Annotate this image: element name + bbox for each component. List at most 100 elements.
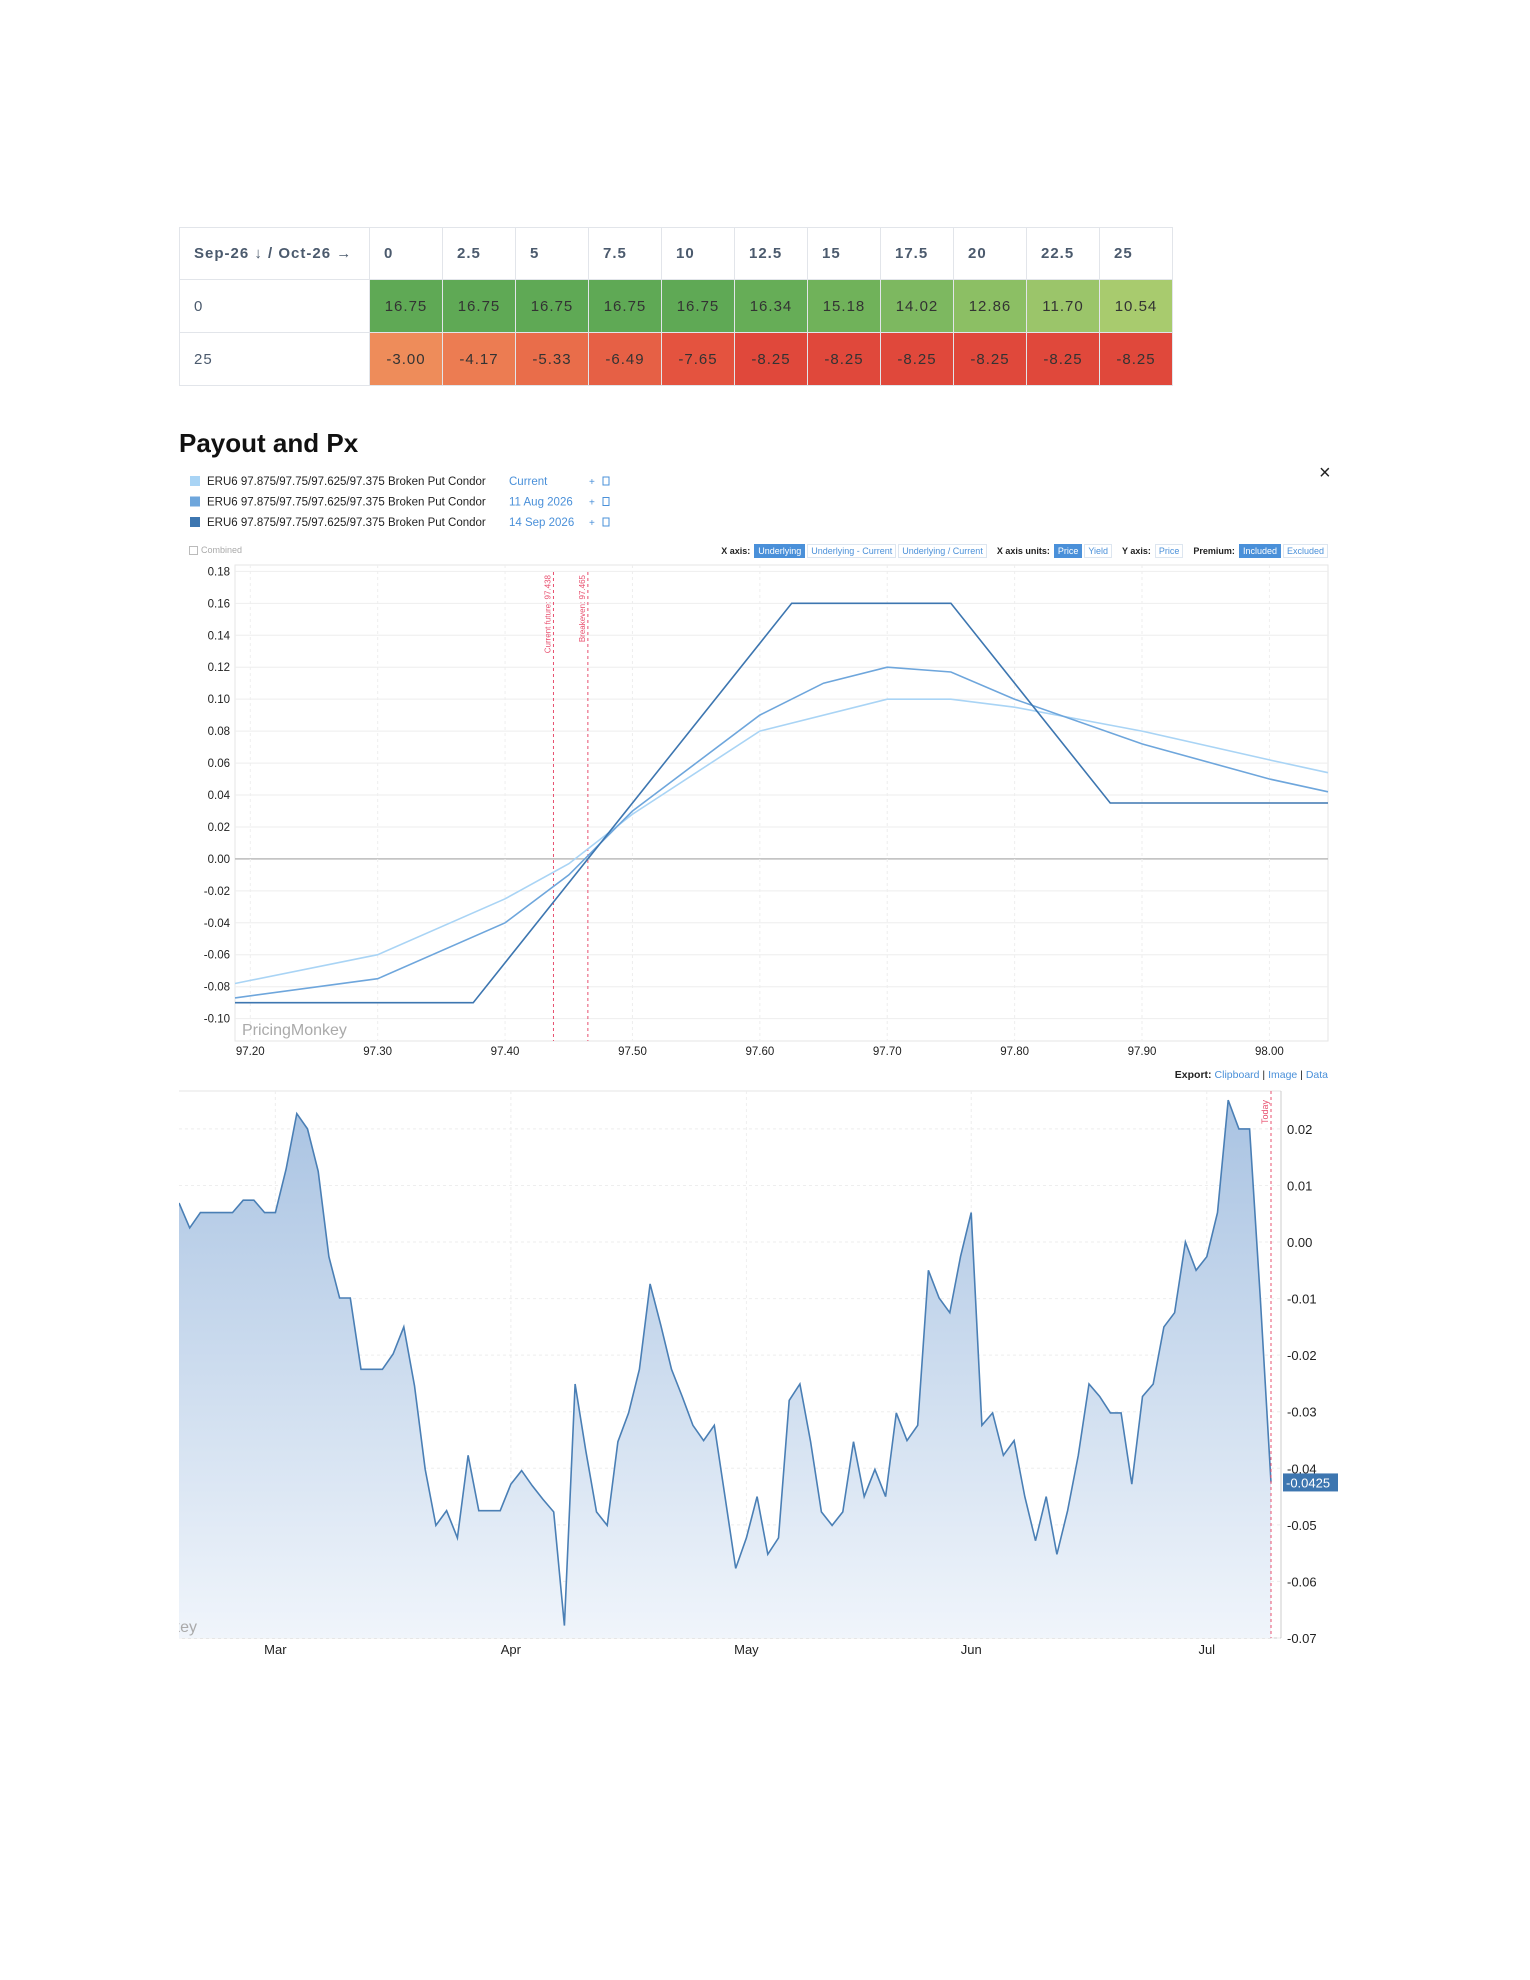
x-tick-label: 97.30 (363, 1046, 392, 1058)
toolbar-option[interactable]: Excluded (1282, 544, 1328, 558)
series-line (234, 698, 1329, 985)
legend-name: ERU6 97.875/97.75/97.625/97.375 Broken P… (207, 476, 486, 488)
table-row: 0 16.75 16.75 16.75 16.75 16.75 16.34 15.18 14.0… (179, 279, 1173, 333)
y-tick-label: -0.04 (204, 918, 231, 930)
legend-swatch (190, 476, 200, 486)
checkbox[interactable] (189, 546, 198, 556)
annotation-label: Current future: 97.438 (543, 574, 552, 653)
x-tick-label: 97.50 (618, 1046, 647, 1058)
separator: | (1297, 1069, 1306, 1081)
last-value-flag (1283, 1473, 1338, 1492)
legend-delete[interactable] (602, 517, 610, 527)
table-cell: 16.75 (588, 279, 662, 333)
y-tick-label: 0.06 (208, 758, 230, 770)
toolbar-option[interactable]: Underlying (754, 544, 806, 558)
export-option[interactable]: Data (1305, 1069, 1328, 1081)
table-cell: -8.25 (880, 332, 954, 386)
column-header: 10 (661, 227, 735, 280)
toolbar-option[interactable]: Included (1238, 544, 1281, 558)
table-cell: 12.86 (953, 279, 1027, 333)
legend-date: Current (509, 476, 548, 488)
table-cell: -5.33 (515, 332, 589, 386)
export-bar: Export: Clipboard | Image | Data (1175, 1069, 1328, 1081)
toolbar-group: X axis units: Price Yield (997, 544, 1113, 558)
toolbar-option[interactable]: Underlying / Current (898, 544, 987, 558)
close-button[interactable]: × (1319, 462, 1331, 484)
table-cell: -8.25 (807, 332, 881, 386)
watermark: PricingMonkey (242, 1022, 347, 1039)
y-tick-label: 0.02 (208, 822, 230, 834)
x-tick-label: 97.40 (491, 1046, 520, 1058)
y-tick-label: 0.01 (1287, 1178, 1312, 1193)
legend-date: 11 Aug 2026 (509, 497, 573, 509)
x-tick-label: May (734, 1642, 759, 1657)
table-cell: -7.65 (661, 332, 735, 386)
x-tick-label: 98.00 (1255, 1046, 1284, 1058)
x-tick-label: Jun (961, 1642, 982, 1657)
legend-delete[interactable] (602, 497, 610, 506)
toolbar-option[interactable]: Price (1053, 544, 1083, 558)
y-tick-label: 0.02 (1287, 1122, 1312, 1137)
legend-add[interactable]: + (589, 518, 595, 529)
area-group: PricingMonkey (92, 1099, 1272, 1638)
x-tick-label: Jul (1198, 1642, 1215, 1657)
x-tick-label: Apr (501, 1642, 522, 1657)
toolbar-option[interactable]: Price (1154, 544, 1184, 558)
legend-swatch (190, 517, 200, 527)
table-cell: 16.75 (442, 279, 516, 333)
y-tick-label: -0.10 (204, 1014, 230, 1026)
table-cell: 16.75 (661, 279, 735, 333)
x-tick-label: 97.70 (873, 1046, 902, 1058)
legend-delete[interactable] (602, 476, 610, 486)
table-cell: -8.25 (734, 332, 808, 386)
legend-date: 14 Sep 2026 (509, 517, 574, 529)
toolbar-option[interactable]: Yield (1084, 544, 1113, 558)
y-tick-label: -0.06 (1287, 1574, 1317, 1589)
payout-table: Sep-26 ↓ / Oct-26 → 0 2.5 5 7.5 10 12.5 15 17.5 2… (179, 227, 1173, 386)
y-tick-label: -0.02 (204, 886, 230, 898)
y-tick-label: -0.04 (1287, 1461, 1317, 1476)
last-value-label: -0.0425 (1286, 1475, 1330, 1490)
y-tick-label: 0.14 (208, 630, 231, 642)
y-tick-label: 0.12 (208, 662, 230, 674)
y-tick-label: 0.04 (208, 790, 231, 802)
export-label: Export: (1174, 1069, 1212, 1081)
separator: | (1259, 1069, 1269, 1081)
area-fill (179, 1100, 1271, 1638)
table-row: 25 -3.00 -4.17 -5.33 -6.49 -7.65 -8.25 -8.25 -8.… (179, 332, 1173, 386)
toolbar: X axis: Underlying Underlying - Current Und… (721, 544, 1328, 558)
legend-add[interactable]: + (589, 477, 595, 488)
column-header: 15 (807, 227, 881, 280)
table-cell: -6.49 (588, 332, 662, 386)
export-option[interactable]: Image (1268, 1069, 1298, 1081)
toolbar-group: Premium: Included Excluded (1193, 544, 1328, 558)
y-tick-label: -0.05 (1287, 1518, 1317, 1533)
series-line (234, 666, 1329, 999)
watermark: PricingMonkey (92, 1619, 197, 1636)
y-tick-label: 0.10 (208, 694, 230, 706)
export-option[interactable]: Clipboard (1214, 1069, 1260, 1081)
corner-header: Sep-26 ↓ / Oct-26 → (179, 227, 370, 280)
y-tick-label: -0.06 (204, 950, 230, 962)
x-tick-label: 97.80 (1000, 1046, 1029, 1058)
annotation-label: Breakeven: 97.465 (578, 574, 587, 642)
combined-toggle[interactable]: Combined (189, 545, 242, 556)
legend-swatch (190, 496, 200, 507)
y-tick-label: -0.08 (204, 982, 230, 994)
toolbar-option[interactable]: Underlying - Current (807, 544, 897, 558)
y-tick-label: -0.03 (1287, 1405, 1317, 1420)
y-tick-label: 0.08 (208, 726, 230, 738)
table-cell: 10.54 (1099, 279, 1173, 333)
legend-add[interactable]: + (589, 498, 595, 509)
toolbar-label: Premium: (1193, 546, 1235, 556)
y-tick-label: 0.00 (208, 854, 230, 866)
y-tick-label: -0.01 (1287, 1292, 1317, 1307)
y-tick-label: 0.00 (1287, 1235, 1312, 1250)
table-cell: 11.70 (1026, 279, 1100, 333)
column-header: 12.5 (734, 227, 808, 280)
table-cell: -8.25 (1099, 332, 1173, 386)
x-tick-label: 97.20 (236, 1046, 265, 1058)
y-tick-label: -0.02 (1287, 1348, 1317, 1363)
y-tick-label: 0.18 (208, 566, 230, 578)
